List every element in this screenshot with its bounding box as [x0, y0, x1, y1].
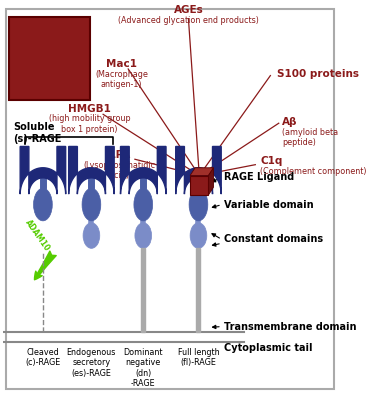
Text: C1q: C1q [260, 156, 283, 166]
Polygon shape [190, 168, 213, 176]
Text: (Advanced glycation end products): (Advanced glycation end products) [118, 16, 259, 24]
Text: Dominant
negative
(dn)
-RAGE: Dominant negative (dn) -RAGE [124, 348, 163, 388]
Text: RAGE Ligand: RAGE Ligand [224, 172, 294, 182]
Ellipse shape [82, 188, 101, 221]
Text: Variable domain: Variable domain [224, 200, 313, 210]
Text: ADAM10: ADAM10 [24, 218, 52, 253]
Text: (high mobility group
box 1 protein): (high mobility group box 1 protein) [49, 114, 130, 134]
Text: S100 proteins: S100 proteins [277, 69, 359, 79]
Bar [141, 248, 145, 332]
Polygon shape [69, 146, 114, 194]
Text: (Complement component): (Complement component) [260, 167, 367, 176]
Text: Transmembrane domain: Transmembrane domain [224, 322, 356, 332]
Text: Aβ: Aβ [282, 117, 298, 127]
Polygon shape [121, 146, 166, 194]
Text: LPA: LPA [109, 150, 130, 160]
Text: Full length
(fl)-RAGE: Full length (fl)-RAGE [178, 348, 219, 367]
Text: Constant domains: Constant domains [224, 234, 323, 244]
Text: (Lysophosphatidic
acid): (Lysophosphatidic acid) [84, 161, 156, 180]
Ellipse shape [134, 188, 153, 221]
Polygon shape [20, 146, 66, 194]
Ellipse shape [83, 223, 100, 248]
Text: (Macrophage
antigen-1): (Macrophage antigen-1) [95, 70, 148, 89]
Text: Endogenous
secretory
(es)-RAGE: Endogenous secretory (es)-RAGE [67, 348, 116, 378]
FancyBboxPatch shape [9, 17, 90, 100]
Text: (amyloid beta
peptide): (amyloid beta peptide) [282, 128, 338, 147]
Ellipse shape [135, 223, 152, 248]
Text: Soluble
(s)-RAGE: Soluble (s)-RAGE [13, 122, 61, 144]
Text: Cytoplasmic tail: Cytoplasmic tail [224, 343, 312, 353]
Ellipse shape [34, 188, 52, 221]
Text: HMGB1: HMGB1 [68, 104, 111, 114]
Text: Mac1: Mac1 [106, 59, 137, 69]
Polygon shape [176, 146, 221, 194]
Ellipse shape [190, 223, 207, 248]
Ellipse shape [189, 188, 208, 221]
Text: AGEs: AGEs [174, 5, 203, 15]
Text: Cleaved
(c)-RAGE: Cleaved (c)-RAGE [25, 348, 61, 367]
Text: RAGE
isoforms
and
RAGE
ligands: RAGE isoforms and RAGE ligands [21, 16, 78, 101]
Bar [196, 248, 200, 332]
Polygon shape [208, 168, 213, 195]
FancyBboxPatch shape [190, 176, 208, 195]
